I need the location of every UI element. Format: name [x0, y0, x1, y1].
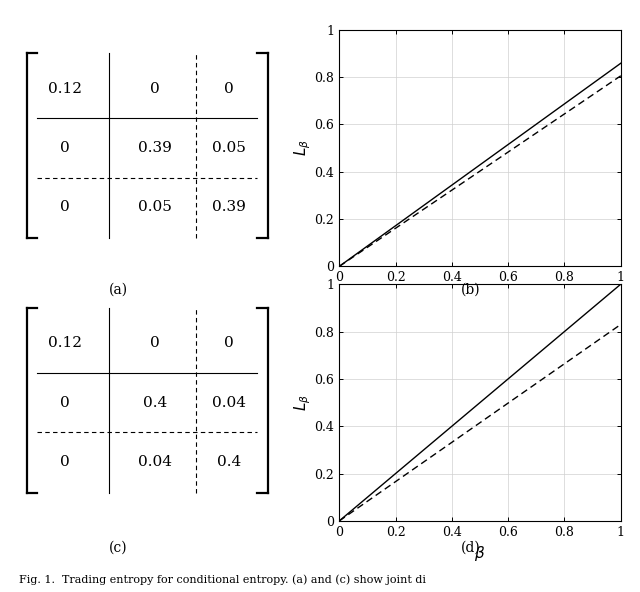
X-axis label: $\beta$: $\beta$ [474, 545, 486, 564]
Text: 0: 0 [224, 336, 234, 350]
Text: 0: 0 [60, 141, 70, 155]
Y-axis label: $L_\beta$: $L_\beta$ [292, 394, 313, 411]
Text: 0.05: 0.05 [138, 200, 172, 214]
Text: (d): (d) [461, 540, 480, 555]
Text: (b): (b) [461, 283, 480, 297]
Text: 0: 0 [150, 336, 160, 350]
Text: 0.4: 0.4 [217, 455, 241, 469]
Text: 0: 0 [150, 82, 160, 96]
Text: 0.12: 0.12 [48, 82, 83, 96]
Text: 0: 0 [224, 82, 234, 96]
Text: 0: 0 [60, 455, 70, 469]
Y-axis label: $L_\beta$: $L_\beta$ [292, 140, 313, 156]
Text: 0: 0 [60, 200, 70, 214]
Text: 0: 0 [60, 395, 70, 410]
Text: (c): (c) [109, 540, 128, 555]
Text: 0.04: 0.04 [212, 395, 246, 410]
Text: 0.05: 0.05 [212, 141, 246, 155]
Text: 0.12: 0.12 [48, 336, 83, 350]
Text: (a): (a) [109, 283, 128, 297]
Text: 0.04: 0.04 [138, 455, 172, 469]
Text: 0.39: 0.39 [212, 200, 246, 214]
X-axis label: $\beta$: $\beta$ [474, 290, 486, 309]
Text: Fig. 1.  Trading entropy for conditional entropy. (a) and (c) show joint di: Fig. 1. Trading entropy for conditional … [19, 575, 426, 585]
Text: 0.4: 0.4 [143, 395, 167, 410]
Text: 0.39: 0.39 [138, 141, 172, 155]
